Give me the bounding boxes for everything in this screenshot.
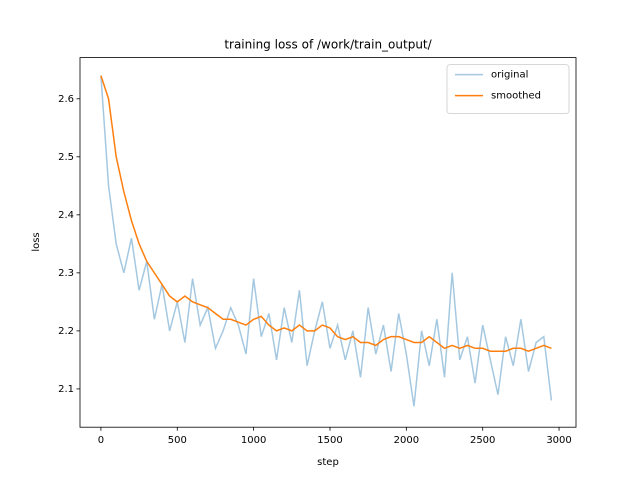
x-tick-label: 2000 [394, 435, 419, 446]
legend-box [446, 64, 570, 114]
series-line [100, 75, 553, 407]
y-tick-label: 2.3 [58, 268, 74, 279]
legend-label: original [491, 70, 528, 81]
y-tick-label: 2.1 [58, 384, 74, 395]
y-tick-label: 2.4 [58, 210, 74, 221]
y-tick-label: 2.6 [58, 94, 74, 105]
legend-label: smoothed [491, 91, 541, 102]
series-line [100, 75, 552, 352]
x-tick-label: 1000 [241, 435, 266, 446]
x-tick-label: 500 [168, 435, 187, 446]
chart-title: training loss of /work/train_output/ [224, 38, 432, 52]
x-tick-label: 1500 [317, 435, 342, 446]
y-axis-label: loss [31, 232, 42, 251]
x-tick-label: 3000 [546, 435, 571, 446]
plot-frame [79, 57, 577, 428]
y-tick-label: 2.5 [58, 152, 74, 163]
x-tick-label: 2500 [470, 435, 495, 446]
x-tick-label: 0 [98, 435, 104, 446]
y-tick-label: 2.2 [58, 326, 74, 337]
x-axis-label: step [317, 457, 339, 468]
